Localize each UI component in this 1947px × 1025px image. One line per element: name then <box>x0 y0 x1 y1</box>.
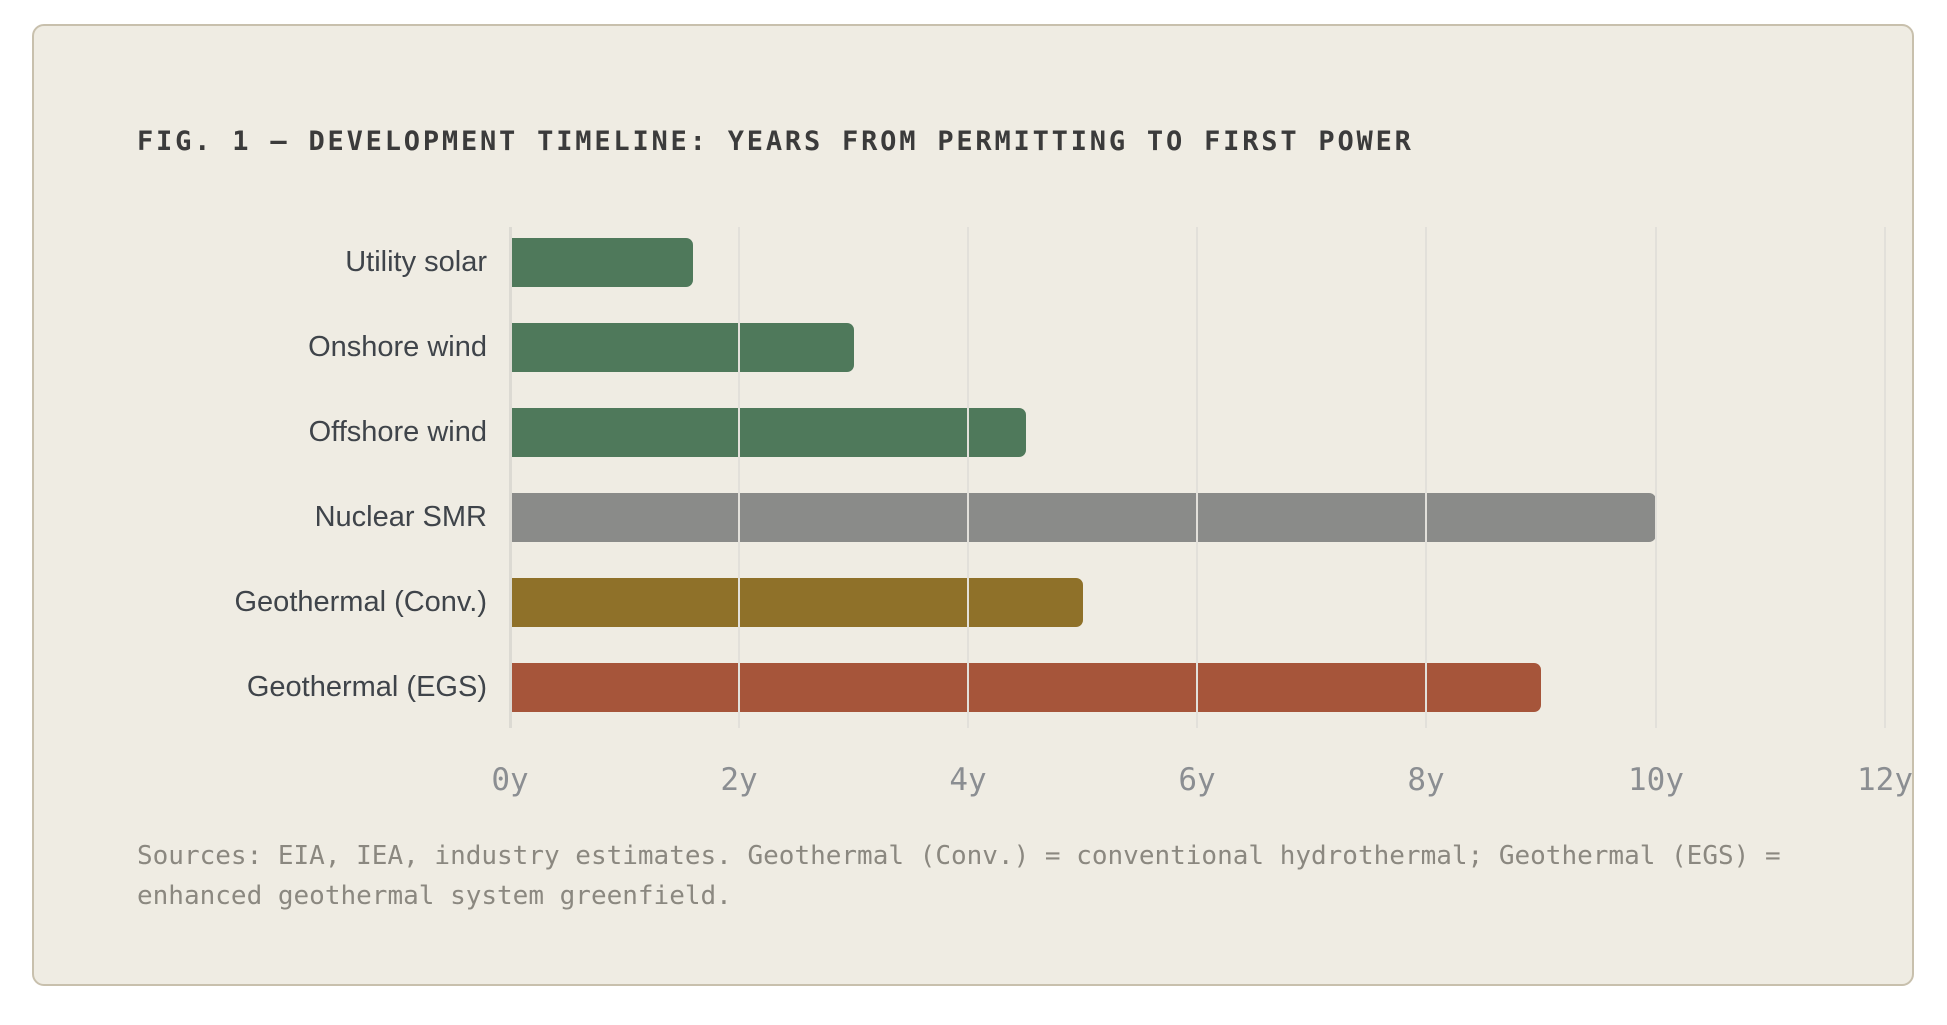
bar-geothermal-egs <box>510 663 1541 712</box>
bar-onshore-wind <box>510 323 854 372</box>
bar-utility-solar <box>510 238 693 287</box>
x-axis-tick-label: 10y <box>1628 762 1684 798</box>
x-axis-tick-label: 0y <box>491 762 529 798</box>
category-label: Utility solar <box>345 246 487 278</box>
y-axis-line <box>509 227 512 728</box>
bar-nuclear-smr <box>510 493 1656 542</box>
gridline-12y <box>1884 227 1886 728</box>
figure-title: FIG. 1 — DEVELOPMENT TIMELINE: YEARS FRO… <box>137 126 1414 157</box>
category-label: Offshore wind <box>308 416 487 448</box>
source-note: Sources: EIA, IEA, industry estimates. G… <box>137 841 1781 911</box>
category-label: Nuclear SMR <box>314 501 487 533</box>
gridline-8y <box>1425 227 1427 728</box>
bar-offshore-wind <box>510 408 1026 457</box>
gridline-6y <box>1196 227 1198 728</box>
gridline-10y <box>1655 227 1657 728</box>
category-label: Onshore wind <box>308 331 487 363</box>
x-axis-tick-label: 2y <box>720 762 758 798</box>
x-axis-tick-label: 12y <box>1857 762 1913 798</box>
chart-card: FIG. 1 — DEVELOPMENT TIMELINE: YEARS FRO… <box>32 24 1914 986</box>
gridline-2y <box>738 227 740 728</box>
gridline-4y <box>967 227 969 728</box>
x-axis-tick-label: 8y <box>1407 762 1445 798</box>
x-axis-tick-label: 6y <box>1178 762 1216 798</box>
x-axis-tick-label: 4y <box>949 762 987 798</box>
category-label: Geothermal (Conv.) <box>234 586 488 618</box>
category-label: Geothermal (EGS) <box>246 671 487 703</box>
bar-geothermal-conv <box>510 578 1083 627</box>
